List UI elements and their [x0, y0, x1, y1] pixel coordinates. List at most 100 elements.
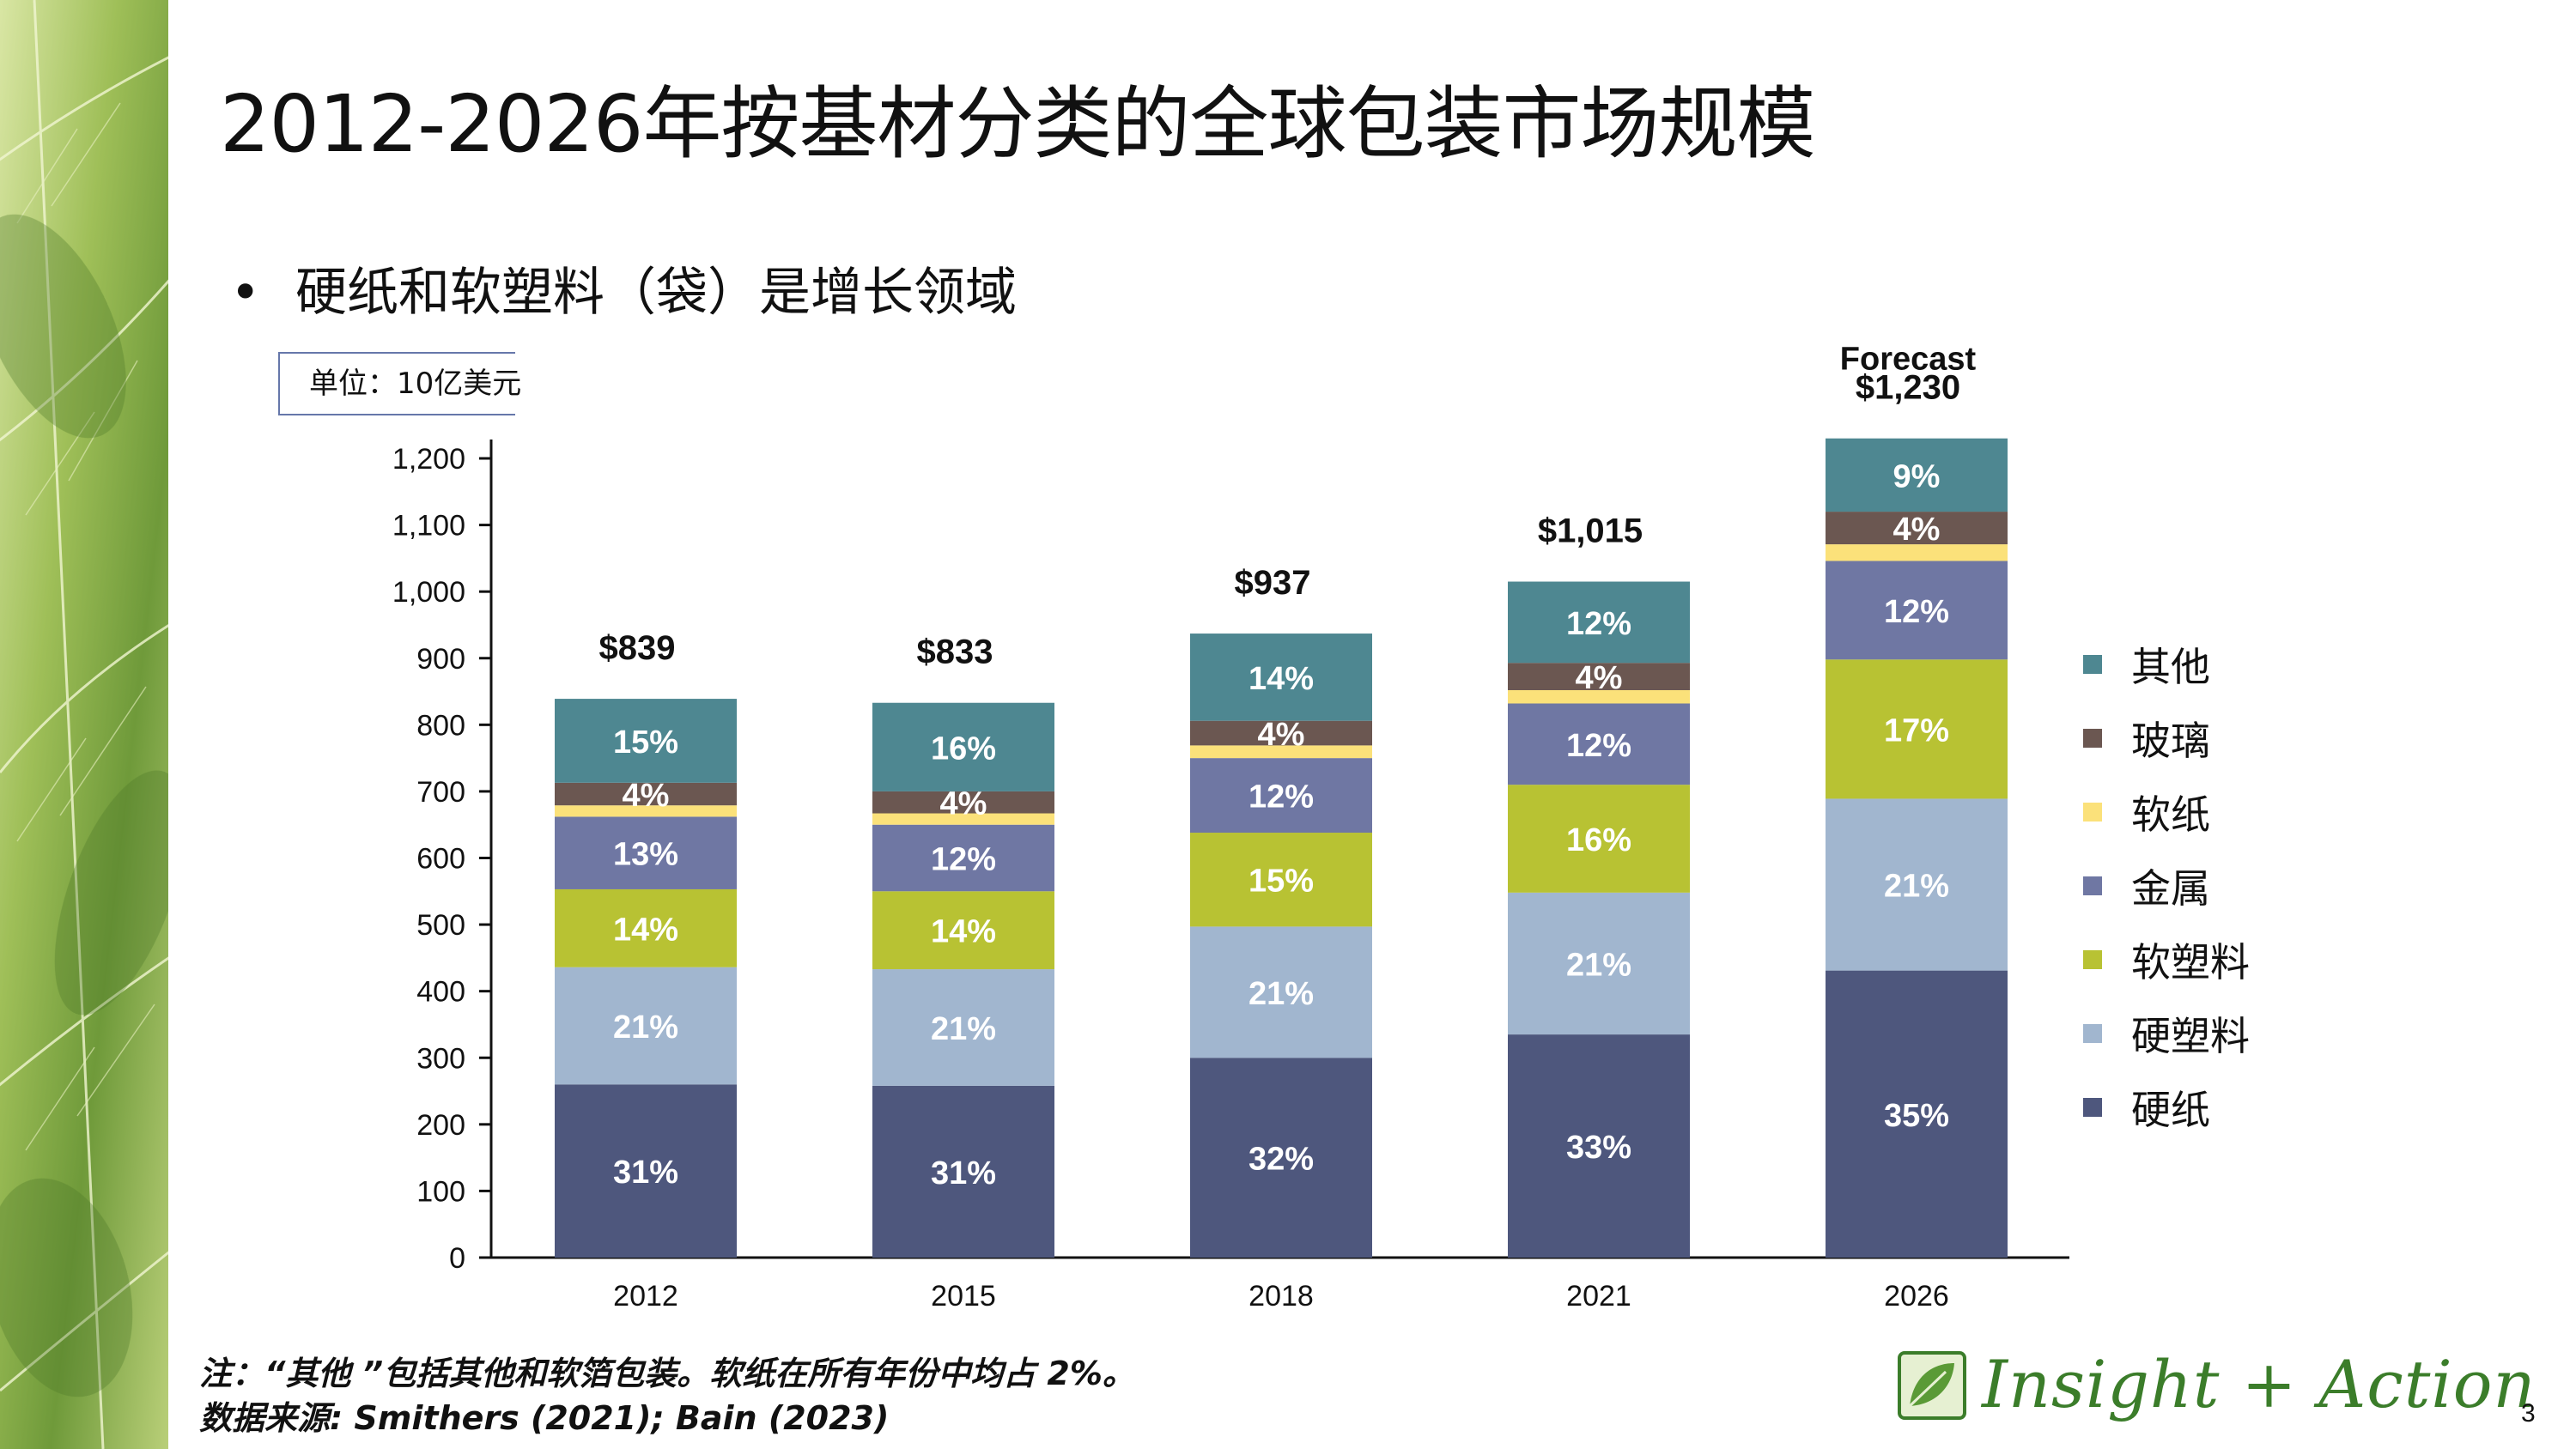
bar-total-label: $937: [1235, 564, 1311, 602]
bar-segment: [555, 888, 737, 967]
bar-data-label: 13%: [613, 837, 678, 873]
x-tick-label: 2018: [1249, 1280, 1314, 1313]
bar-data-label: 14%: [613, 912, 678, 948]
bar-data-label: 33%: [1566, 1130, 1631, 1166]
bar-data-label: 32%: [1249, 1142, 1314, 1178]
bar-data-label: 21%: [1884, 869, 1949, 905]
footnote-note: 注：“其他 ”包括其他和软箔包装。软纸在所有年份中均占 2%。: [199, 1355, 1135, 1392]
bar-segment: [1508, 785, 1690, 893]
bar-segment: [872, 824, 1054, 892]
bar-data-label: 9%: [1893, 458, 1941, 494]
legend-label: 软纸: [2131, 791, 2210, 838]
bar-data-label: 15%: [1249, 864, 1314, 900]
bar-data-label: 35%: [1884, 1098, 1949, 1134]
bar-segment: [1508, 703, 1690, 785]
legend-label: 软塑料: [2131, 939, 2250, 985]
bar-segment: [872, 969, 1054, 1086]
y-tick-label: 300: [416, 1042, 465, 1075]
bar-segment: [1190, 926, 1372, 1058]
bullet-text: 硬纸和软塑料（袋）是增长领域: [295, 263, 1017, 323]
bar-data-label: 21%: [931, 1011, 996, 1047]
bar-data-label: 31%: [613, 1155, 678, 1191]
bar-data-label: 12%: [1249, 779, 1314, 815]
bar-data-label: 12%: [931, 842, 996, 878]
y-tick-label: 500: [416, 909, 465, 942]
legend-label: 其他: [2131, 644, 2210, 690]
bar-data-label: 21%: [1249, 976, 1314, 1012]
bar-segment: [1190, 634, 1372, 721]
bar-data-label: 4%: [1576, 660, 1623, 696]
bar-segment: [1190, 720, 1372, 746]
bar-segment: [1508, 689, 1690, 704]
bar-data-label: 4%: [623, 778, 670, 814]
bar-segment: [1826, 512, 2008, 545]
x-tick-label: 2026: [1884, 1280, 1949, 1313]
x-tick-label: 2021: [1566, 1280, 1631, 1313]
bar-segment: [872, 891, 1054, 970]
page-number: 3: [2521, 1399, 2536, 1428]
bar-segment: [1826, 798, 2008, 971]
legend-swatch: [2083, 950, 2102, 969]
bar-total-label: $839: [599, 629, 676, 667]
bullet-point: • 硬纸和软塑料（袋）是增长领域: [230, 251, 1017, 325]
bar-total-label: $1,015: [1538, 512, 1643, 550]
legend-swatch: [2083, 803, 2102, 822]
forecast-label: Forecast: [1840, 342, 1977, 378]
bar-segment: [1190, 758, 1372, 834]
y-tick-label: 900: [416, 643, 465, 676]
y-tick-label: 600: [416, 843, 465, 876]
leaf-logo-icon: [1898, 1351, 1966, 1420]
bar-segment: [555, 967, 737, 1085]
legend-label: 金属: [2131, 865, 2210, 912]
bar-data-label: 15%: [613, 724, 678, 761]
bar-data-label: 21%: [613, 1009, 678, 1046]
y-tick-label: 800: [416, 709, 465, 742]
bar-data-label: 31%: [931, 1155, 996, 1191]
bar-segment: [1508, 663, 1690, 690]
y-tick-label: 400: [416, 976, 465, 1009]
slide-title: 2012-2026年按基材分类的全球包装市场规模: [220, 78, 1815, 170]
bar-segment: [1826, 438, 2008, 512]
x-tick-label: 2015: [931, 1280, 996, 1313]
bar-data-label: 12%: [1566, 606, 1631, 642]
bar-segment: [1826, 544, 2008, 561]
bar-data-label: 21%: [1566, 947, 1631, 983]
bar-data-label: 12%: [1884, 594, 1949, 630]
insight-action-logo: Insight + Action: [1898, 1343, 2535, 1437]
bar-segment: [555, 805, 737, 817]
bar-segment: [1508, 581, 1690, 664]
y-tick-label: 0: [449, 1242, 465, 1275]
bar-segment: [1190, 745, 1372, 759]
bar-data-label: 4%: [1893, 512, 1941, 548]
bar-segment: [872, 791, 1054, 814]
bullet-dot-icon: •: [230, 263, 261, 323]
footnote-source: 数据来源: Smithers (2021); Bain (2023): [199, 1399, 890, 1437]
bar-segment: [872, 813, 1054, 825]
bar-segment: [1190, 1058, 1372, 1258]
y-tick-label: 700: [416, 776, 465, 809]
bar-data-label: 16%: [1566, 822, 1631, 858]
legend-label: 硬塑料: [2131, 1013, 2250, 1059]
bar-segment: [555, 816, 737, 889]
legend-label: 硬纸: [2131, 1087, 2210, 1133]
bar-segment: [872, 702, 1054, 791]
bar-total-label: $833: [917, 634, 993, 671]
bar-segment: [1190, 833, 1372, 927]
bar-segment: [1508, 892, 1690, 1035]
y-tick-label: 200: [416, 1109, 465, 1142]
bar-data-label: 14%: [1249, 661, 1314, 697]
bar-segment: [872, 1085, 1054, 1258]
bar-data-label: 17%: [1884, 712, 1949, 749]
y-tick-label: 1,200: [392, 443, 465, 476]
bar-segment: [1508, 1034, 1690, 1258]
legend-label: 玻璃: [2131, 718, 2210, 764]
y-tick-label: 1,000: [392, 576, 465, 609]
y-tick-label: 1,100: [392, 510, 465, 543]
bar-data-label: 4%: [1258, 717, 1305, 753]
y-tick-label: 100: [416, 1175, 465, 1208]
legend-swatch: [2083, 1024, 2102, 1043]
legend-swatch: [2083, 1098, 2102, 1117]
bar-data-label: 14%: [931, 914, 996, 950]
bar-segment: [1826, 561, 2008, 660]
